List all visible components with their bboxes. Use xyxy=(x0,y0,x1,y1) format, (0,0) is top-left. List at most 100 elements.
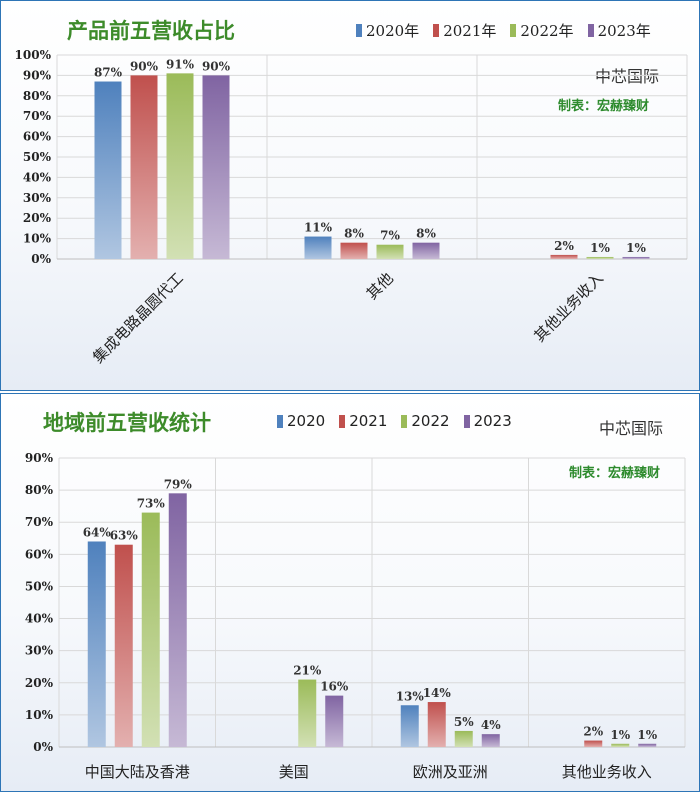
y-tick-label: 0% xyxy=(31,252,51,266)
bar xyxy=(400,705,419,747)
data-label: 1% xyxy=(637,728,657,742)
y-tick-label: 80% xyxy=(25,483,54,497)
bar xyxy=(586,256,614,259)
category-label: 其他 xyxy=(363,269,397,303)
legend-label: 2020年 xyxy=(366,22,420,40)
y-tick-label: 90% xyxy=(23,68,52,82)
bar xyxy=(166,73,194,259)
y-tick-label: 40% xyxy=(25,612,54,626)
legend-label: 2022年 xyxy=(520,22,574,40)
bar xyxy=(94,81,122,260)
bar xyxy=(622,256,650,259)
credit-label: 制表：宏赫臻财 xyxy=(569,466,661,481)
chart-title: 产品前五营收占比 xyxy=(67,19,235,43)
category-label: 其他业务收入 xyxy=(562,763,652,781)
data-label: 8% xyxy=(416,227,436,241)
legend-label: 2023 xyxy=(473,412,512,430)
bar xyxy=(454,730,473,747)
y-tick-label: 20% xyxy=(25,676,54,690)
legend-item-2023: 2023 xyxy=(463,412,512,430)
legend-label: 2021 xyxy=(349,412,388,430)
legend-swatch xyxy=(339,414,346,428)
bar xyxy=(298,679,317,747)
region-bar-chart: 0% 10% 20% 30% 40% 50% 60% 70% 80% 90% 64%63% 73% 79… xyxy=(25,451,686,781)
legend: 2020年 2021年 2022年 2023年 xyxy=(356,20,651,41)
y-tick-label: 10% xyxy=(23,232,52,246)
product-bar-chart: 0% 10% 20% 30% 40% 50% 60% 70% 80% 90% 100% 87% 90% 9… xyxy=(15,48,688,367)
category-label: 其他业务收入 xyxy=(530,269,606,345)
legend: 2020 2021 2022 2023 xyxy=(277,412,512,430)
data-label: 14% xyxy=(423,686,452,700)
y-tick-label: 70% xyxy=(25,515,54,529)
legend-item-2020: 2020 xyxy=(277,412,325,430)
legend-swatch xyxy=(463,414,470,428)
legend-label: 2020 xyxy=(287,412,326,430)
chart-title: 地域前五营收统计 xyxy=(43,411,211,435)
category-label: 集成电路晶圆代工 xyxy=(89,269,187,367)
bar xyxy=(87,541,106,747)
data-label: 1% xyxy=(590,241,610,255)
y-tick-label: 90% xyxy=(25,451,54,465)
legend-label: 2023年 xyxy=(597,22,651,40)
legend-item-2022: 2022 xyxy=(401,412,450,430)
y-tick-label: 80% xyxy=(23,89,52,103)
data-label: 16% xyxy=(320,680,349,694)
product-revenue-chart-panel: 产品前五营收占比 2020年 2021年 2022年 2023年 中芯国际 制表… xyxy=(0,0,700,391)
data-label: 4% xyxy=(481,718,501,732)
bar xyxy=(325,695,344,747)
category-label: 美国 xyxy=(279,763,309,781)
data-label: 8% xyxy=(344,227,364,241)
data-label: 63% xyxy=(110,529,139,543)
bar xyxy=(141,512,160,747)
data-label: 5% xyxy=(454,715,474,729)
y-tick-label: 50% xyxy=(23,150,52,164)
data-label: 13% xyxy=(396,689,425,703)
bar xyxy=(412,242,440,259)
region-revenue-chart-panel: 地域前五营收统计 2020 2021 2022 2023 中芯国际 制表：宏赫臻… xyxy=(0,393,700,792)
bar xyxy=(130,75,158,260)
bar xyxy=(611,743,630,747)
legend-swatch xyxy=(277,414,283,428)
legend-item-2021: 2021 xyxy=(339,412,387,430)
bar xyxy=(376,244,404,259)
bar xyxy=(481,734,500,747)
data-label: 1% xyxy=(626,241,646,255)
data-label: 2% xyxy=(554,239,574,253)
y-tick-label: 20% xyxy=(23,211,52,225)
y-tick-label: 70% xyxy=(23,109,52,123)
data-label: 79% xyxy=(164,477,193,491)
legend-label: 2021年 xyxy=(443,22,497,40)
legend-item-2020: 2020年 xyxy=(356,20,419,41)
data-label: 21% xyxy=(293,664,322,678)
data-label: 91% xyxy=(166,57,195,71)
y-tick-label: 100% xyxy=(15,48,52,62)
data-label: 1% xyxy=(610,728,630,742)
data-label: 64% xyxy=(83,525,112,539)
data-label: 11% xyxy=(304,221,333,235)
data-label: 87% xyxy=(94,66,123,80)
data-label: 7% xyxy=(380,229,400,243)
data-label: 90% xyxy=(202,59,231,73)
bar xyxy=(304,236,332,259)
company-name: 中芯国际 xyxy=(595,67,660,86)
y-tick-label: 30% xyxy=(23,191,52,205)
y-tick-label: 50% xyxy=(25,579,54,593)
legend-item-2021: 2021年 xyxy=(433,20,496,41)
company-name: 中芯国际 xyxy=(599,419,664,438)
legend-item-2023: 2023年 xyxy=(587,20,651,41)
y-tick-label: 40% xyxy=(23,170,52,184)
y-tick-label: 10% xyxy=(25,708,54,722)
credit-label: 制表：宏赫臻财 xyxy=(558,99,650,114)
bar xyxy=(427,702,446,747)
legend-swatch xyxy=(356,24,362,37)
category-label: 欧洲及亚洲 xyxy=(413,763,488,781)
data-label: 73% xyxy=(137,497,166,511)
legend-swatch xyxy=(433,24,440,37)
bar xyxy=(340,242,368,259)
legend-swatch xyxy=(587,24,594,37)
legend-swatch xyxy=(401,414,408,428)
bar xyxy=(638,743,657,747)
y-tick-label: 60% xyxy=(23,130,52,144)
bar xyxy=(114,544,133,747)
bar xyxy=(202,75,230,260)
